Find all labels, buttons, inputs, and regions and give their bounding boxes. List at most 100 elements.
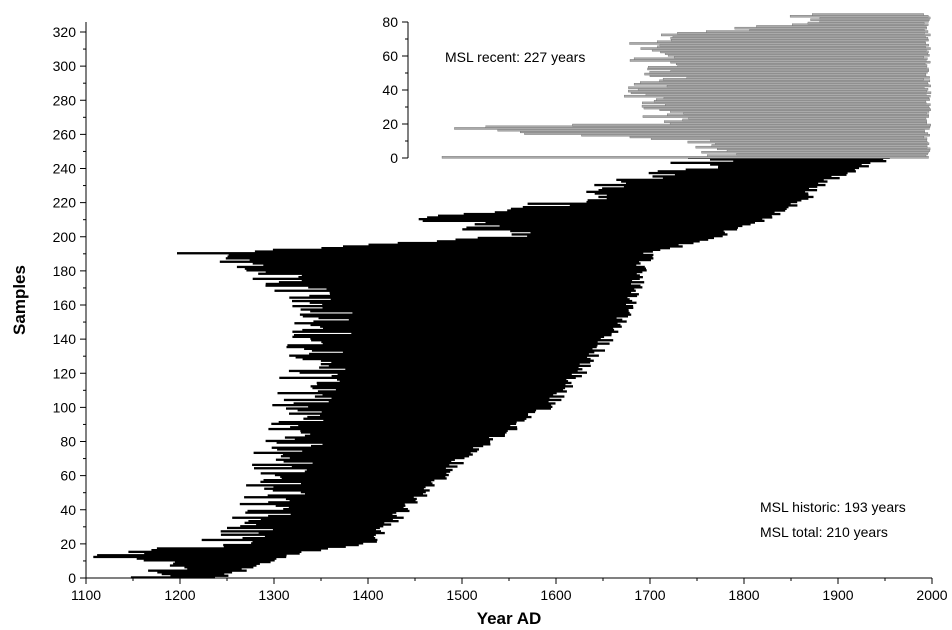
main-bar <box>494 211 775 214</box>
main-bar <box>268 501 418 504</box>
main-bar <box>323 419 525 422</box>
main-bar <box>598 189 818 192</box>
main-bar <box>474 223 751 226</box>
msl-historic-annotation: MSL historic: 193 years <box>760 499 906 515</box>
main-bar <box>594 183 826 187</box>
main-bar <box>242 537 376 540</box>
main-bar <box>318 316 617 320</box>
main-bar <box>93 555 287 559</box>
main-bar <box>322 303 626 306</box>
y-tick-label: 200 <box>53 229 77 245</box>
main-bar <box>302 315 628 318</box>
main-bar <box>239 502 405 506</box>
main-bar <box>219 260 640 263</box>
main-bar <box>304 347 593 351</box>
main-bar <box>586 200 798 204</box>
main-bar <box>606 197 809 200</box>
main-bar <box>289 354 599 357</box>
main-bar <box>292 335 605 339</box>
main-bar <box>157 571 233 574</box>
main-bar <box>249 258 651 262</box>
main-bar <box>352 311 630 315</box>
main-bar <box>278 281 645 284</box>
main-bar <box>264 487 424 490</box>
main-bar <box>265 270 643 274</box>
main-bar <box>177 252 644 255</box>
main-bar <box>462 228 738 231</box>
main-bar <box>280 475 446 478</box>
main-bar <box>283 508 408 511</box>
main-bar <box>351 332 612 335</box>
main-bar <box>263 479 435 482</box>
main-bar <box>436 240 700 243</box>
y-tick-label: 260 <box>53 126 77 142</box>
main-bar <box>522 206 789 209</box>
main-bar <box>310 385 573 388</box>
main-bar <box>276 441 491 444</box>
main-bar <box>304 434 505 438</box>
main-bar <box>151 549 322 552</box>
main-bar <box>311 444 484 448</box>
main-bar <box>225 257 654 260</box>
main-bar <box>322 443 491 446</box>
main-bar <box>298 276 643 279</box>
main-bar <box>328 364 591 368</box>
main-bar <box>288 506 404 509</box>
main-bar <box>272 489 430 492</box>
main-bar <box>274 289 636 292</box>
main-bar <box>733 160 887 163</box>
main-bar <box>674 173 847 176</box>
main-bar <box>292 330 619 333</box>
main-bar <box>232 516 404 519</box>
main-bar <box>271 446 474 449</box>
main-bar <box>321 340 598 344</box>
main-bar <box>251 542 364 545</box>
main-bar <box>329 291 632 294</box>
main-bar <box>263 264 637 267</box>
main-bar <box>302 450 478 453</box>
main-bar <box>248 520 399 523</box>
main-bar <box>330 298 630 301</box>
main-bar <box>321 247 670 250</box>
main-bar <box>300 491 426 494</box>
main-bar <box>657 170 856 173</box>
x-tick-label: 1900 <box>822 587 853 603</box>
main-bar <box>299 313 632 316</box>
main-bar <box>297 409 537 412</box>
main-bar <box>348 318 623 321</box>
y-tick-label: 220 <box>53 195 77 211</box>
main-bar <box>228 253 654 257</box>
main-bar <box>330 293 639 296</box>
main-bar <box>258 531 385 535</box>
main-bar <box>292 305 634 308</box>
main-bar <box>302 357 591 361</box>
main-bar <box>507 209 786 212</box>
y-tick-label: 160 <box>53 297 77 313</box>
main-bar <box>477 236 714 240</box>
main-bar <box>264 535 374 538</box>
main-bar <box>312 386 566 390</box>
main-bar <box>337 373 572 376</box>
main-bar <box>169 564 257 567</box>
main-bar <box>260 518 393 521</box>
main-bar <box>594 192 809 195</box>
main-bar <box>294 334 612 337</box>
main-bar <box>253 451 471 455</box>
main-bar <box>510 229 724 233</box>
main-bar <box>310 310 629 313</box>
main-bar <box>265 284 641 287</box>
main-bar <box>280 455 470 458</box>
main-bar <box>301 274 640 277</box>
inset-y-tick-label: 20 <box>382 116 398 132</box>
y-tick-label: 120 <box>53 365 77 381</box>
main-chart-bars <box>93 154 898 579</box>
main-bar <box>289 412 529 415</box>
main-bar <box>305 492 423 496</box>
main-bar <box>308 405 553 409</box>
x-tick-label: 1100 <box>71 587 101 603</box>
main-bar <box>342 351 595 354</box>
main-bar <box>427 216 773 219</box>
main-bar <box>272 404 552 407</box>
main-bar <box>422 219 765 223</box>
